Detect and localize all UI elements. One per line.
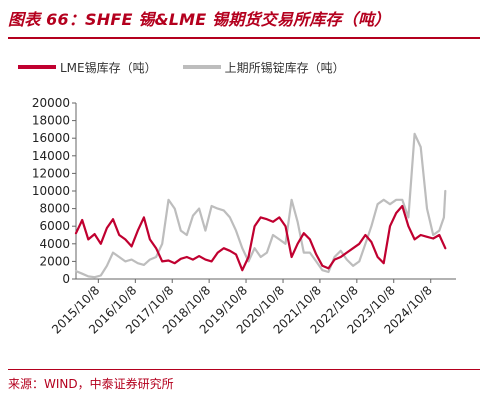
y-tick-label: 4000 (39, 237, 70, 251)
y-tick-label: 0 (62, 272, 70, 286)
legend-label-shfe: 上期所锡锭库存（吨） (224, 60, 345, 75)
series-line-lme (74, 204, 447, 272)
chart-legend: LME锡库存（吨） 上期所锡锭库存（吨） (18, 58, 371, 76)
y-tick-label: 14000 (32, 149, 70, 163)
legend-item-lme: LME锡库存（吨） (18, 59, 157, 76)
y-tick-label: 18000 (32, 114, 70, 128)
y-tick-label: 10000 (32, 184, 70, 198)
y-tick-label: 6000 (39, 219, 70, 233)
y-tick-label: 8000 (39, 202, 70, 216)
title-divider (8, 37, 480, 39)
legend-swatch-lme (18, 65, 56, 69)
series-line-shfe (74, 132, 447, 279)
source-note: 来源：WIND，中泰证券研究所 (8, 377, 174, 391)
y-tick-label: 16000 (32, 131, 70, 145)
legend-item-shfe: 上期所锡锭库存（吨） (182, 59, 345, 76)
source-divider (8, 369, 480, 370)
y-tick-label: 20000 (32, 96, 70, 110)
y-tick-label: 2000 (39, 254, 70, 268)
legend-label-lme: LME锡库存（吨） (60, 60, 157, 75)
y-tick-label: 12000 (32, 166, 70, 180)
chart-title: 图表 66：SHFE 锡&LME 锡期货交易所库存（吨） (8, 10, 391, 29)
legend-swatch-shfe (182, 65, 221, 69)
